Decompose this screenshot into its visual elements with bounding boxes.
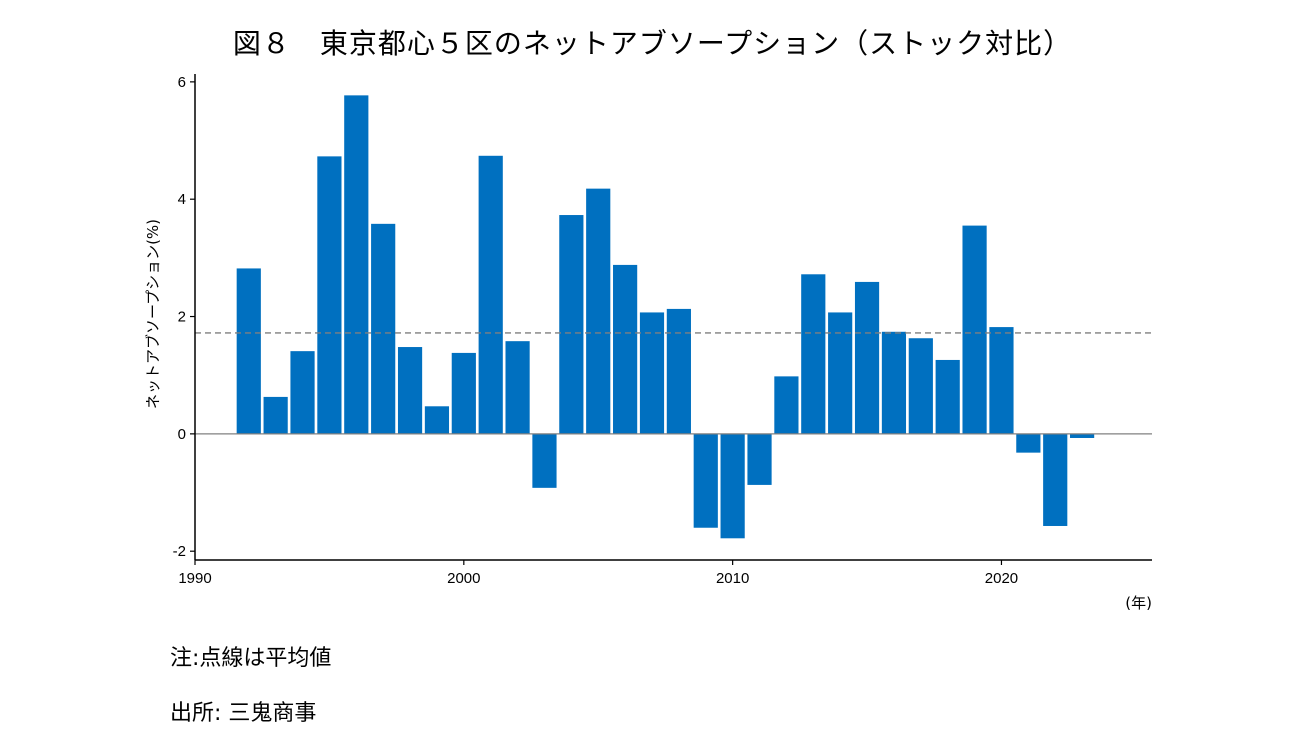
bar-2021 [1016, 433, 1041, 453]
footnote-source: 出所: 三鬼商事 [170, 701, 317, 726]
y-tick-label: 6 [178, 74, 186, 91]
x-tick-label: 2020 [985, 570, 1018, 587]
bar-2002 [505, 341, 530, 434]
x-ticks-group: 1990 2000 2010 2020 [178, 560, 1018, 587]
y-tick-label: 0 [178, 426, 186, 443]
x-tick-label: 2010 [716, 570, 749, 587]
y-tick-label: 4 [178, 191, 186, 208]
bar-1995 [317, 156, 342, 434]
bar-2000 [451, 352, 476, 434]
chart-title: 図８ 東京都心５区のネットアブソープション（ストック対比） [232, 27, 1073, 60]
bar-2023 [1070, 433, 1095, 438]
bar-1992 [236, 268, 261, 434]
bar-2016 [881, 331, 907, 434]
bar-1996 [344, 95, 369, 434]
bar-2008 [666, 308, 691, 434]
bar-2018 [935, 359, 960, 434]
bar-1993 [263, 396, 288, 434]
bar-2005 [586, 188, 611, 434]
bar-2006 [613, 264, 638, 434]
bar-2017 [908, 338, 933, 434]
y-ticks-group: -2 0 2 4 6 [173, 74, 195, 560]
bar-2001 [478, 155, 503, 434]
x-axis-unit-label: (年) [1125, 594, 1152, 612]
bar-2009 [693, 433, 718, 528]
bar-2004 [559, 215, 584, 434]
bar-2020 [989, 327, 1014, 434]
y-axis-label: ネットアブソープション(%) [144, 219, 162, 409]
bar-2014 [828, 312, 853, 434]
bar-2003 [532, 433, 557, 488]
bar-2015 [854, 281, 880, 434]
bar-2011 [747, 433, 772, 485]
y-tick-label: -2 [173, 543, 186, 560]
bar-2007 [639, 312, 665, 434]
y-tick-label: 2 [178, 309, 186, 326]
footnote-mean-line: 注:点線は平均値 [170, 646, 332, 671]
x-tick-label: 2000 [447, 570, 480, 587]
bar-2010 [720, 433, 745, 539]
bar-1999 [424, 406, 450, 434]
bar-1997 [371, 223, 396, 434]
bar-1998 [397, 347, 423, 434]
bar-1994 [290, 351, 315, 434]
x-tick-label: 1990 [178, 570, 211, 587]
bar-2019 [962, 225, 987, 434]
bars-group [236, 95, 1095, 539]
bar-2012 [774, 376, 799, 434]
bar-2013 [801, 274, 826, 434]
bar-2022 [1043, 433, 1068, 526]
